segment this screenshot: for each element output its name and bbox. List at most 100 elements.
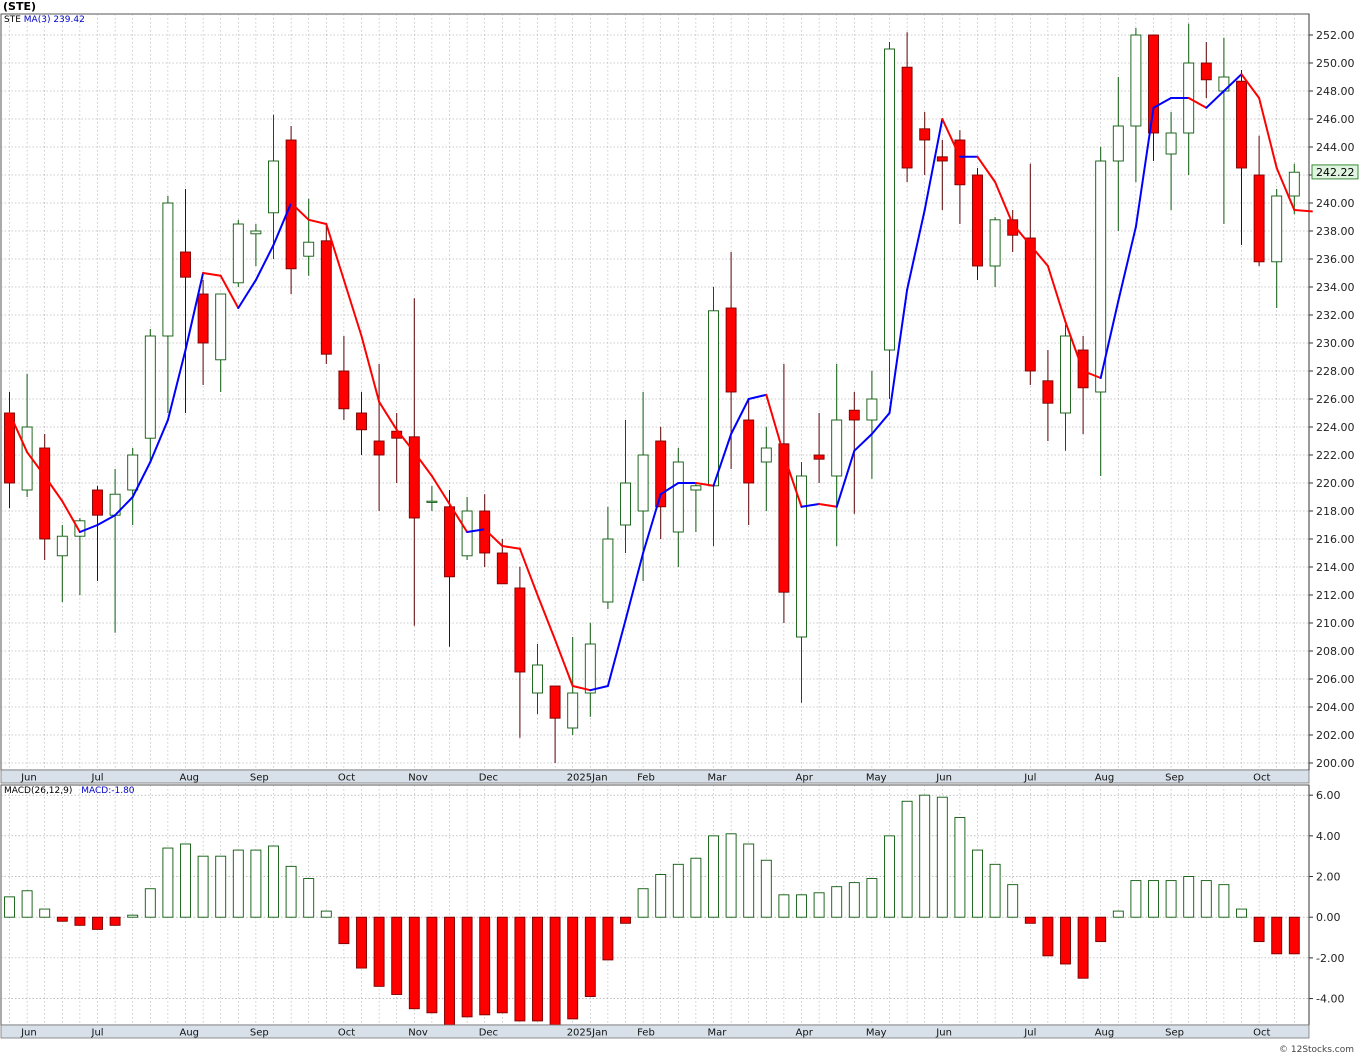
macd-bar-positive	[972, 849, 983, 918]
macd-legend-value: MACD:-1.80	[81, 786, 135, 796]
candle-body	[461, 510, 473, 557]
price-y-tick-label: 226.00	[1316, 393, 1355, 406]
ma-line-segment	[554, 638, 574, 687]
candle-down	[1024, 163, 1036, 385]
macd-bar-negative	[584, 916, 596, 997]
candle-body	[1095, 160, 1107, 393]
candle-body	[496, 552, 508, 585]
candle-down	[408, 298, 420, 626]
macd-x-tick-label: Oct	[338, 1028, 355, 1039]
macd-bar-negative	[461, 916, 473, 1018]
candle-down	[813, 413, 825, 483]
candle-down	[549, 685, 561, 763]
candle-up	[144, 329, 156, 462]
candle-body	[250, 230, 262, 235]
price-x-axis-band	[0, 769, 1310, 784]
candle-down	[1253, 135, 1265, 266]
candle-body	[144, 335, 156, 439]
macd-bar-positive	[690, 857, 702, 918]
macd-bar-positive	[144, 888, 156, 918]
ma-line-segment	[1205, 90, 1225, 109]
macd-bar-positive	[1200, 880, 1212, 918]
ma-line-segment	[976, 155, 997, 183]
macd-bar-negative	[1042, 916, 1054, 957]
price-x-tick-label: Oct	[1253, 773, 1270, 784]
price-y-tick-label: 206.00	[1316, 673, 1355, 686]
candle-body	[708, 310, 719, 487]
candle-body	[1253, 174, 1265, 263]
ma-line-segment	[1293, 209, 1313, 213]
macd-y-tick-label: -2.00	[1316, 952, 1344, 965]
price-y-tick-label: 212.00	[1316, 589, 1355, 602]
candle-up	[690, 483, 702, 532]
candle-down	[92, 485, 103, 581]
price-y-tick-label: 250.00	[1316, 57, 1355, 70]
macd-plot-area	[0, 784, 1310, 1026]
ma-line-segment	[96, 514, 117, 526]
macd-x-tick-label: Aug	[180, 1028, 200, 1039]
candle-body	[514, 587, 526, 673]
price-x-tick-label: Nov	[408, 773, 428, 784]
ma-line-segment	[624, 552, 645, 622]
ma-line-segment	[782, 454, 803, 508]
ma-line-segment	[589, 685, 609, 692]
ma-line-segment	[994, 181, 1014, 225]
macd-bar-negative	[391, 916, 403, 995]
candle-body	[1042, 380, 1054, 404]
candle-down	[936, 140, 948, 210]
price-y-tick-label: 230.00	[1316, 337, 1355, 350]
candle-body	[74, 520, 86, 537]
candle-body	[232, 223, 244, 284]
ma-line-segment	[114, 496, 134, 517]
macd-y-tick-label: 0.00	[1316, 911, 1341, 924]
macd-bar-positive	[813, 892, 825, 918]
candle-down	[778, 364, 790, 623]
price-y-tick-label: 234.00	[1316, 281, 1355, 294]
candle-body	[637, 454, 649, 512]
macd-bar-positive	[127, 914, 139, 918]
macd-bar-negative	[109, 916, 121, 926]
macd-y-tick-label: 2.00	[1316, 871, 1341, 884]
candle-body	[549, 685, 561, 719]
ma-line-segment	[870, 412, 891, 435]
ma-line-segment	[1275, 167, 1296, 211]
candle-body	[127, 454, 139, 491]
candle-body	[725, 307, 737, 393]
ma-line-segment	[466, 528, 486, 533]
macd-bar-positive	[21, 890, 33, 918]
candle-up	[303, 198, 315, 276]
macd-bar-positive	[250, 849, 262, 918]
candle-up	[584, 623, 596, 717]
ma-line-segment	[747, 393, 768, 400]
macd-bar-positive	[760, 859, 772, 918]
candle-up	[760, 427, 772, 511]
macd-bar-positive	[1130, 880, 1142, 918]
macd-x-tick-label: Jun	[935, 1028, 952, 1039]
copyright-text: © 12Stocks.com	[1279, 1045, 1354, 1055]
price-y-tick-label: 216.00	[1316, 533, 1355, 546]
macd-bar-positive	[866, 878, 878, 918]
candle-body	[532, 664, 543, 694]
candle-down	[320, 224, 332, 364]
macd-x-tick-label: May	[866, 1028, 887, 1039]
ma-line-segment	[536, 594, 557, 641]
ma-line-segment	[1099, 300, 1120, 379]
macd-bar-negative	[1077, 916, 1089, 979]
macd-bar-positive	[215, 855, 227, 918]
macd-bar-positive	[672, 863, 684, 918]
candle-up	[215, 293, 227, 392]
candle-down	[444, 490, 455, 647]
candle-down	[954, 130, 966, 224]
price-y-tick-label: 248.00	[1316, 85, 1355, 98]
price-y-tick-label: 204.00	[1316, 701, 1355, 714]
macd-bar-positive	[954, 817, 966, 918]
candle-up	[620, 420, 631, 553]
candle-up	[1288, 163, 1300, 215]
price-x-tick-label: Dec	[479, 773, 498, 784]
macd-bar-positive	[285, 865, 297, 918]
candle-up	[884, 42, 895, 399]
macd-x-tick-label: Oct	[1253, 1028, 1270, 1039]
macd-x-axis-band	[0, 1024, 1310, 1039]
macd-legend: MACD(26,12,9) MACD:-1.80	[4, 786, 135, 796]
macd-bar-positive	[1148, 880, 1159, 918]
